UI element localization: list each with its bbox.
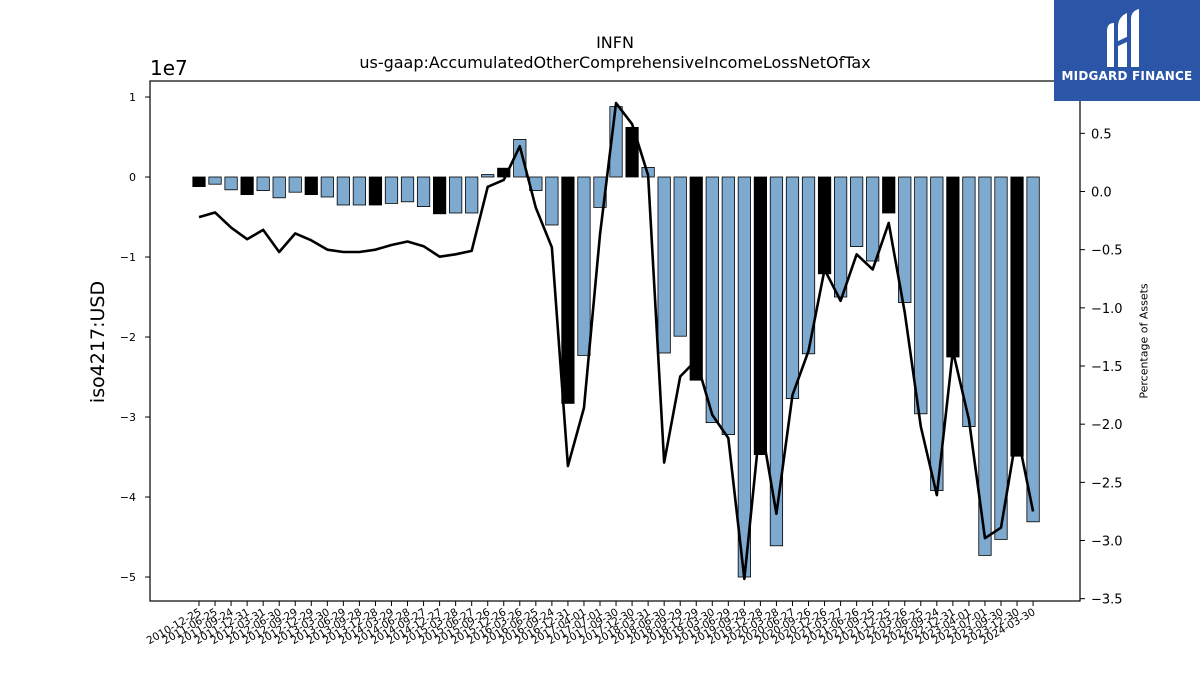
y2-tick-label: 0.5	[1091, 127, 1112, 142]
bar	[657, 176, 671, 354]
bar	[753, 176, 768, 456]
bar	[850, 176, 864, 247]
bar	[817, 176, 832, 275]
y2-tick-label: −0.5	[1091, 244, 1123, 259]
logo-text: MIDGARD FINANCE	[1061, 69, 1193, 83]
bar	[416, 176, 431, 208]
y2-tick-label: −1.0	[1091, 302, 1123, 317]
bar-series	[192, 106, 1040, 578]
bar	[336, 176, 350, 206]
chart-title: INFN	[596, 33, 634, 52]
series-line	[198, 101, 1035, 581]
bar	[721, 176, 735, 436]
bar	[256, 176, 270, 192]
bar	[834, 176, 848, 298]
bar	[994, 176, 1008, 540]
bar	[946, 176, 960, 358]
bar	[785, 176, 800, 400]
bar	[705, 176, 719, 424]
bar	[673, 176, 687, 337]
y-tick-label: −3	[120, 411, 136, 424]
y-tick-label: 0	[129, 171, 136, 184]
y2-tick-label: 0.0	[1091, 186, 1112, 201]
bar	[898, 176, 912, 303]
bar	[962, 176, 976, 428]
y-axis-ticks: 1 0 −1 −2 −3 −4 −5	[120, 91, 150, 584]
bar	[400, 176, 415, 203]
bar	[737, 176, 751, 578]
y-tick-label: 1	[129, 91, 136, 104]
bar	[304, 176, 318, 196]
bar	[384, 176, 399, 204]
bar	[272, 176, 286, 199]
y2-tick-label: −3.0	[1091, 535, 1123, 550]
chart-subtitle: us-gaap:AccumulatedOtherComprehensiveInc…	[359, 53, 871, 72]
y2-axis-ticks: 0.5 0.0 −0.5 −1.0 −1.5 −2.0 −2.5 −3.0 −3.5	[1080, 127, 1123, 608]
y2-tick-label: −3.5	[1091, 593, 1123, 608]
line-series	[198, 101, 1035, 581]
y-axis-label: iso4217:USD	[87, 280, 109, 404]
y2-tick-label: −1.5	[1091, 360, 1123, 375]
y-tick-label: −1	[120, 251, 136, 264]
y2-tick-label: −2.0	[1091, 418, 1123, 433]
bar	[224, 176, 238, 191]
bar	[481, 174, 495, 178]
y-tick-label: −4	[120, 491, 136, 504]
y-tick-label: −2	[120, 331, 136, 344]
y-tick-label: −5	[120, 571, 136, 584]
bar	[769, 176, 784, 547]
y2-axis-label: Percentage of Assets	[1137, 283, 1151, 399]
logo-mark-icon	[1107, 9, 1139, 67]
bar	[465, 176, 479, 214]
bar	[577, 176, 591, 356]
bar	[240, 176, 254, 196]
bar	[930, 176, 944, 492]
bar	[689, 176, 703, 381]
bar	[914, 176, 928, 415]
x-axis-ticks: 2010-12-252011-06-252011-09-242011-12-31…	[145, 601, 1038, 647]
bar	[561, 176, 575, 404]
bar	[1026, 176, 1040, 523]
bar	[192, 176, 206, 188]
bar	[1010, 176, 1024, 457]
bar	[978, 176, 992, 556]
bar	[882, 176, 896, 214]
bar	[352, 176, 367, 206]
plot-frame	[149, 80, 1081, 602]
bar	[432, 176, 447, 215]
bar	[866, 176, 880, 262]
y-axis-offset-label: 1e7	[150, 56, 188, 80]
bar	[449, 176, 463, 214]
y2-tick-label: −2.5	[1091, 476, 1123, 491]
brand-logo: MIDGARD FINANCE	[1054, 0, 1200, 101]
bar	[208, 176, 222, 185]
bar	[368, 176, 383, 206]
bar	[320, 176, 334, 198]
bar	[288, 176, 302, 193]
bar	[545, 176, 559, 226]
